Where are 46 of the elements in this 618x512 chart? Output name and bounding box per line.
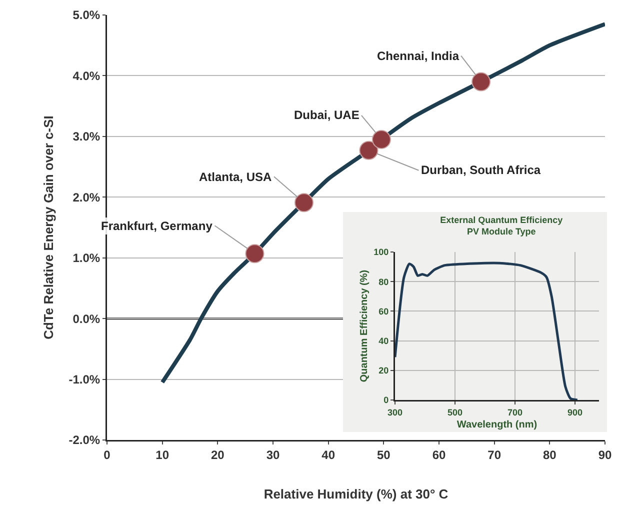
y-tick-label: 4.0% — [72, 68, 100, 83]
x-tick-label: 30 — [266, 448, 280, 462]
y-tick-label: -2.0% — [68, 433, 100, 448]
y-tick-label: 0.0% — [72, 312, 100, 326]
y-tick-label: 3.0% — [72, 130, 100, 144]
y-axis-title: Quantum Efficiency (%) — [358, 270, 370, 382]
x-tick-label: 70 — [488, 448, 502, 462]
point — [472, 72, 491, 92]
y-tick-label: 2.0% — [72, 190, 100, 204]
x-tick-label: 500 — [447, 407, 463, 418]
x-tick-label: 20 — [210, 448, 225, 462]
annotation: Atlanta, USA — [199, 170, 272, 184]
y-tick-label: 60 — [378, 306, 389, 316]
point — [294, 193, 314, 212]
x-axis-title: Wavelength (nm) — [456, 420, 538, 431]
x-axis-title: Relative Humidity (%) at 30° C — [264, 486, 449, 502]
line-series — [160, 22, 605, 384]
x-tick-label: 50 — [376, 448, 391, 462]
x-tick-label: 90 — [598, 448, 612, 462]
y-tick-label: 40 — [378, 336, 389, 346]
point — [359, 140, 378, 160]
chart-title: External Quantum Efficiency — [440, 215, 563, 225]
y-tick-label: 80 — [378, 276, 389, 287]
x-tick-label: 10 — [156, 448, 170, 462]
chart-subtitle: PV Module Type — [466, 226, 536, 237]
y-tick-label: 100 — [374, 247, 389, 258]
x-tick-label: 900 — [567, 407, 583, 418]
point — [245, 244, 264, 264]
annotation: Dubai, UAE — [294, 108, 360, 122]
line-series — [395, 262, 579, 400]
annotation: Chennai, India — [377, 49, 460, 63]
annotation: Durban, South Africa — [421, 163, 541, 177]
y-tick-label: 5.0% — [72, 8, 100, 22]
x-tick-label: 60 — [432, 448, 446, 462]
x-tick-label: 40 — [322, 448, 336, 462]
y-tick-label: -1.0% — [68, 372, 100, 386]
y-axis-title: CdTe Relative Energy Gain over c-SI — [40, 116, 56, 340]
x-tick-label: 0 — [104, 448, 111, 462]
x-tick-label: 80 — [542, 448, 557, 462]
point — [372, 130, 391, 149]
x-tick-label: 300 — [387, 407, 403, 418]
x-tick-label: 700 — [507, 407, 523, 418]
y-tick-label: 0 — [384, 395, 389, 406]
y-tick-label: 20 — [378, 366, 389, 376]
y-tick-label: 1.0% — [72, 251, 100, 266]
annotation: Frankfurt, Germany — [101, 219, 213, 233]
